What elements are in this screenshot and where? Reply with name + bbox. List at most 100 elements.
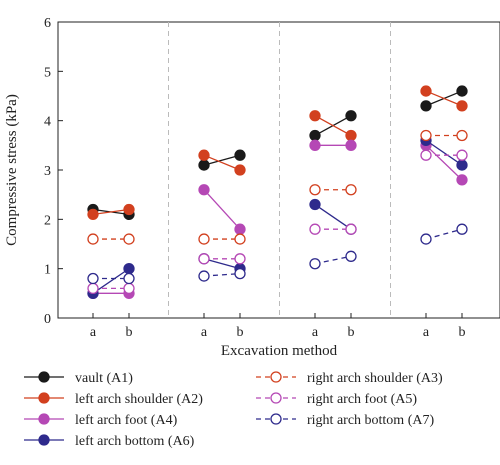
data-point — [123, 282, 135, 295]
x-tick-label: a — [423, 325, 430, 340]
data-point — [87, 282, 99, 295]
data-point — [198, 149, 210, 161]
data-point — [123, 233, 135, 245]
series-line — [314, 203, 352, 230]
series-line — [203, 154, 241, 171]
data-point — [345, 110, 357, 122]
y-tick-label: 2 — [44, 213, 51, 228]
x-tick-label: b — [237, 325, 244, 340]
data-point — [345, 184, 357, 196]
legend-marker — [38, 371, 50, 383]
data-point — [123, 203, 135, 216]
series-6 — [87, 149, 468, 295]
x-tick-label: b — [348, 325, 355, 340]
legend-marker — [270, 413, 282, 425]
legend-label: left arch bottom (A6) — [75, 434, 195, 449]
data-point — [309, 223, 321, 235]
data-point — [198, 270, 210, 282]
series-7 — [87, 223, 468, 285]
y-tick-label: 5 — [44, 65, 51, 80]
series-line — [92, 208, 130, 216]
series-line — [314, 115, 352, 137]
data-point — [345, 223, 357, 235]
data-point — [420, 149, 432, 161]
data-point — [456, 174, 468, 186]
series-4 — [87, 134, 468, 299]
x-tick-label: b — [459, 325, 466, 340]
legend-label: left arch shoulder (A2) — [75, 392, 203, 407]
x-tick-label: a — [201, 325, 208, 340]
legend-entry: vault (A1) — [24, 371, 133, 386]
series-line — [203, 272, 241, 277]
data-point — [456, 129, 468, 142]
data-point — [234, 253, 246, 265]
series-layer — [87, 85, 468, 299]
data-point — [198, 233, 210, 245]
legend-entry: left arch foot (A4) — [24, 413, 178, 428]
series-1 — [87, 85, 468, 221]
data-point — [309, 139, 321, 151]
data-point — [123, 272, 135, 285]
series-5 — [87, 129, 468, 245]
group-separators — [168, 22, 391, 318]
data-point — [345, 139, 357, 151]
series-2 — [87, 85, 468, 221]
data-point — [234, 223, 246, 235]
data-point — [234, 233, 246, 245]
series-line — [425, 144, 463, 181]
data-point — [309, 258, 321, 270]
legend-label: left arch foot (A4) — [75, 413, 178, 428]
legend: vault (A1) left arch shoulder (A2) left ar… — [24, 371, 443, 449]
data-point — [456, 100, 468, 112]
y-tick-label: 3 — [44, 164, 51, 179]
x-axis-label: Excavation method — [221, 343, 338, 359]
data-point — [198, 253, 210, 265]
legend-label: right arch bottom (A7) — [307, 413, 434, 428]
data-point — [345, 129, 357, 142]
y-axis-label: Compressive stress (kPa) — [4, 94, 20, 246]
legend-marker — [38, 392, 50, 404]
legend-marker — [38, 413, 50, 425]
legend-marker — [270, 371, 282, 383]
legend-entry: left arch bottom (A6) — [24, 434, 195, 449]
data-point — [456, 159, 468, 171]
legend-label: right arch foot (A5) — [307, 392, 417, 407]
y-axis: 0 1 2 3 4 5 6 — [44, 16, 63, 327]
y-tick-label: 4 — [44, 115, 51, 130]
data-point — [87, 208, 99, 221]
series-3 — [87, 139, 468, 299]
data-point — [420, 233, 432, 245]
legend-label: right arch shoulder (A3) — [307, 371, 443, 386]
series-line — [314, 255, 352, 265]
y-tick-label: 1 — [44, 263, 51, 278]
legend-label: vault (A1) — [75, 371, 133, 386]
series-line — [203, 154, 241, 166]
data-point — [309, 110, 321, 122]
y-tick-label: 6 — [44, 16, 51, 31]
legend-entry: right arch foot (A5) — [256, 392, 417, 407]
x-tick-label: b — [126, 325, 133, 340]
legend-marker — [270, 392, 282, 404]
x-tick-label: a — [312, 325, 319, 340]
series-line — [203, 258, 241, 270]
data-point — [420, 129, 432, 142]
data-point — [420, 100, 432, 112]
data-point — [309, 129, 321, 142]
y-tick-label: 0 — [44, 312, 51, 327]
legend-entry: left arch shoulder (A2) — [24, 392, 203, 407]
data-point — [198, 184, 210, 196]
data-point — [234, 164, 246, 176]
data-point — [87, 272, 99, 285]
data-point — [234, 149, 246, 161]
data-point — [309, 184, 321, 196]
data-point — [87, 233, 99, 245]
data-point — [345, 250, 357, 262]
legend-entry: right arch bottom (A7) — [256, 413, 434, 428]
series-line — [92, 268, 130, 294]
data-point — [456, 85, 468, 97]
data-point — [234, 267, 246, 280]
data-point — [309, 198, 321, 211]
series-line — [425, 139, 463, 166]
